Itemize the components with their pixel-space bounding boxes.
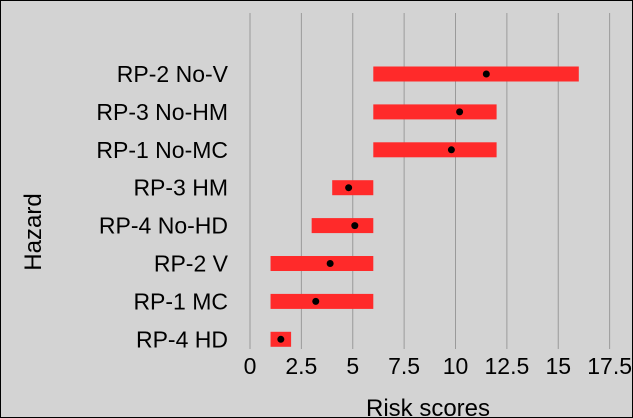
point-marker	[312, 297, 320, 305]
point-layer	[277, 70, 490, 343]
category-label: RP-3 No-HM	[96, 99, 228, 125]
category-label: RP-3 HM	[133, 175, 228, 201]
range-bar	[270, 293, 374, 309]
x-tick-label: 12.5	[484, 353, 529, 379]
y-axis-title: Hazard	[20, 193, 47, 270]
point-marker	[326, 260, 334, 267]
range-bar	[373, 104, 497, 120]
x-tick-label: 10	[443, 353, 469, 379]
category-label: RP-1 MC	[133, 288, 228, 314]
range-bar	[332, 180, 374, 196]
x-tick-label: 5	[346, 353, 359, 379]
x-axis-title: Risk scores	[366, 395, 490, 418]
x-tick-label: 17.5	[587, 353, 632, 379]
category-label: RP-1 No-MC	[96, 137, 228, 163]
range-bar	[373, 66, 579, 82]
point-marker	[345, 184, 353, 192]
point-marker	[456, 108, 464, 116]
x-tick-label: 0	[244, 353, 257, 379]
point-marker	[277, 335, 285, 343]
x-tick-label: 15	[545, 353, 571, 379]
point-marker	[447, 146, 455, 154]
point-marker	[482, 70, 490, 78]
category-label: RP-4 HD	[136, 326, 228, 352]
x-tick-label: 2.5	[285, 353, 317, 379]
category-label: RP-2 No-V	[117, 61, 229, 87]
category-label-layer: RP-2 No-V RP-3 No-HM RP-1 No-MC RP-3 HM RP-4…	[96, 61, 228, 352]
x-tick-label: 7.5	[388, 353, 420, 379]
category-label: RP-2 V	[154, 251, 229, 277]
point-marker	[351, 222, 359, 230]
range-bar	[373, 142, 497, 158]
bar-layer	[270, 66, 579, 347]
category-label: RP-4 No-HD	[99, 213, 228, 239]
range-bar	[311, 218, 374, 234]
range-bar	[270, 256, 374, 271]
tick-label-layer: 0 2.5 5 7.5 10 12.5 15 17.5	[244, 353, 632, 379]
